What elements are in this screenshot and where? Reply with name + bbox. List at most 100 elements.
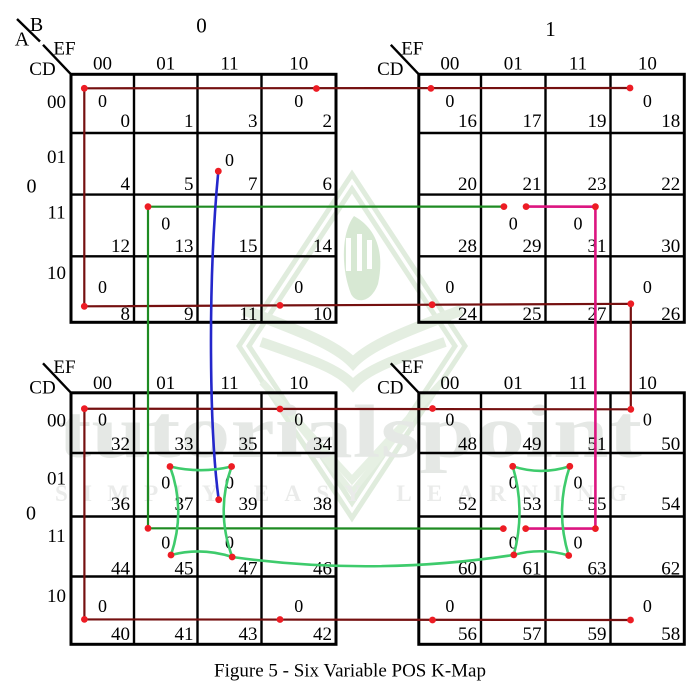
svg-text:2: 2	[323, 111, 333, 132]
svg-text:14: 14	[313, 236, 333, 257]
svg-text:CD: CD	[377, 59, 403, 80]
svg-text:11: 11	[569, 373, 587, 394]
svg-text:01: 01	[156, 373, 175, 394]
svg-text:00: 00	[47, 410, 66, 431]
svg-text:10: 10	[638, 53, 657, 74]
svg-text:26: 26	[661, 304, 680, 325]
svg-text:20: 20	[458, 174, 477, 195]
svg-text:58: 58	[661, 624, 680, 645]
svg-text:23: 23	[588, 174, 607, 195]
svg-text:47: 47	[239, 559, 258, 580]
svg-text:63: 63	[588, 559, 607, 580]
svg-text:50: 50	[661, 434, 680, 455]
svg-text:35: 35	[239, 434, 258, 455]
svg-text:19: 19	[588, 111, 607, 132]
svg-text:21: 21	[523, 174, 542, 195]
svg-text:0: 0	[98, 277, 107, 297]
svg-text:0: 0	[574, 214, 583, 234]
svg-text:11: 11	[569, 53, 587, 74]
svg-text:39: 39	[239, 494, 258, 515]
svg-text:54: 54	[661, 494, 681, 515]
svg-text:33: 33	[175, 434, 194, 455]
svg-text:29: 29	[523, 236, 542, 257]
svg-text:0: 0	[161, 472, 170, 492]
svg-text:10: 10	[47, 263, 66, 284]
svg-text:0: 0	[445, 596, 454, 616]
svg-text:24: 24	[458, 304, 478, 325]
svg-text:1: 1	[545, 17, 556, 41]
svg-text:15: 15	[239, 236, 258, 257]
svg-text:34: 34	[313, 434, 333, 455]
svg-text:25: 25	[523, 304, 542, 325]
svg-text:00: 00	[440, 53, 459, 74]
svg-text:0: 0	[445, 277, 454, 297]
svg-text:10: 10	[313, 304, 332, 325]
svg-text:9: 9	[184, 304, 194, 325]
svg-text:EF: EF	[53, 39, 75, 60]
svg-text:48: 48	[458, 434, 477, 455]
svg-text:10: 10	[289, 53, 308, 74]
svg-text:0: 0	[445, 410, 454, 430]
svg-text:0: 0	[445, 91, 454, 111]
svg-text:EF: EF	[401, 39, 423, 60]
svg-text:11: 11	[47, 202, 65, 223]
svg-text:01: 01	[47, 468, 66, 489]
svg-text:0: 0	[225, 472, 234, 492]
svg-text:EF: EF	[401, 357, 423, 378]
svg-text:13: 13	[175, 236, 194, 257]
svg-text:0: 0	[574, 472, 583, 492]
svg-text:52: 52	[458, 494, 477, 515]
svg-text:CD: CD	[29, 378, 55, 399]
svg-text:32: 32	[111, 434, 130, 455]
svg-text:40: 40	[111, 624, 130, 645]
svg-text:0: 0	[574, 532, 583, 552]
svg-text:42: 42	[313, 624, 332, 645]
svg-text:11: 11	[220, 53, 238, 74]
svg-text:00: 00	[93, 373, 112, 394]
svg-text:22: 22	[661, 174, 680, 195]
svg-text:0: 0	[161, 214, 170, 234]
svg-text:0: 0	[225, 150, 234, 170]
svg-text:0: 0	[294, 596, 303, 616]
svg-text:0: 0	[294, 277, 303, 297]
svg-text:0: 0	[161, 532, 170, 552]
svg-text:0: 0	[509, 532, 518, 552]
svg-text:EF: EF	[53, 357, 75, 378]
svg-text:11: 11	[220, 373, 238, 394]
svg-text:55: 55	[588, 494, 607, 515]
svg-text:56: 56	[458, 624, 477, 645]
svg-text:01: 01	[504, 53, 523, 74]
svg-text:4: 4	[121, 174, 131, 195]
svg-text:0: 0	[98, 596, 107, 616]
svg-text:11: 11	[47, 526, 65, 547]
svg-text:0: 0	[121, 111, 131, 132]
svg-text:3: 3	[248, 111, 258, 132]
svg-text:01: 01	[47, 147, 66, 168]
svg-text:51: 51	[588, 434, 607, 455]
svg-text:01: 01	[504, 373, 523, 394]
svg-text:0: 0	[225, 532, 234, 552]
svg-text:44: 44	[111, 559, 131, 580]
svg-text:CD: CD	[377, 378, 403, 399]
svg-text:27: 27	[588, 304, 607, 325]
svg-text:0: 0	[294, 91, 303, 111]
svg-text:7: 7	[248, 174, 258, 195]
svg-text:0: 0	[643, 277, 652, 297]
svg-text:17: 17	[523, 111, 542, 132]
svg-text:0: 0	[27, 176, 37, 198]
svg-text:00: 00	[93, 53, 112, 74]
svg-text:CD: CD	[29, 59, 55, 80]
svg-text:10: 10	[638, 373, 657, 394]
svg-text:0: 0	[294, 410, 303, 430]
svg-text:8: 8	[121, 304, 131, 325]
svg-text:00: 00	[440, 373, 459, 394]
svg-text:57: 57	[523, 624, 542, 645]
svg-text:46: 46	[313, 559, 332, 580]
svg-text:5: 5	[184, 174, 194, 195]
svg-text:10: 10	[289, 373, 308, 394]
svg-text:0: 0	[98, 410, 107, 430]
svg-text:60: 60	[458, 559, 477, 580]
svg-text:59: 59	[588, 624, 607, 645]
svg-text:18: 18	[661, 111, 680, 132]
svg-text:43: 43	[239, 624, 258, 645]
